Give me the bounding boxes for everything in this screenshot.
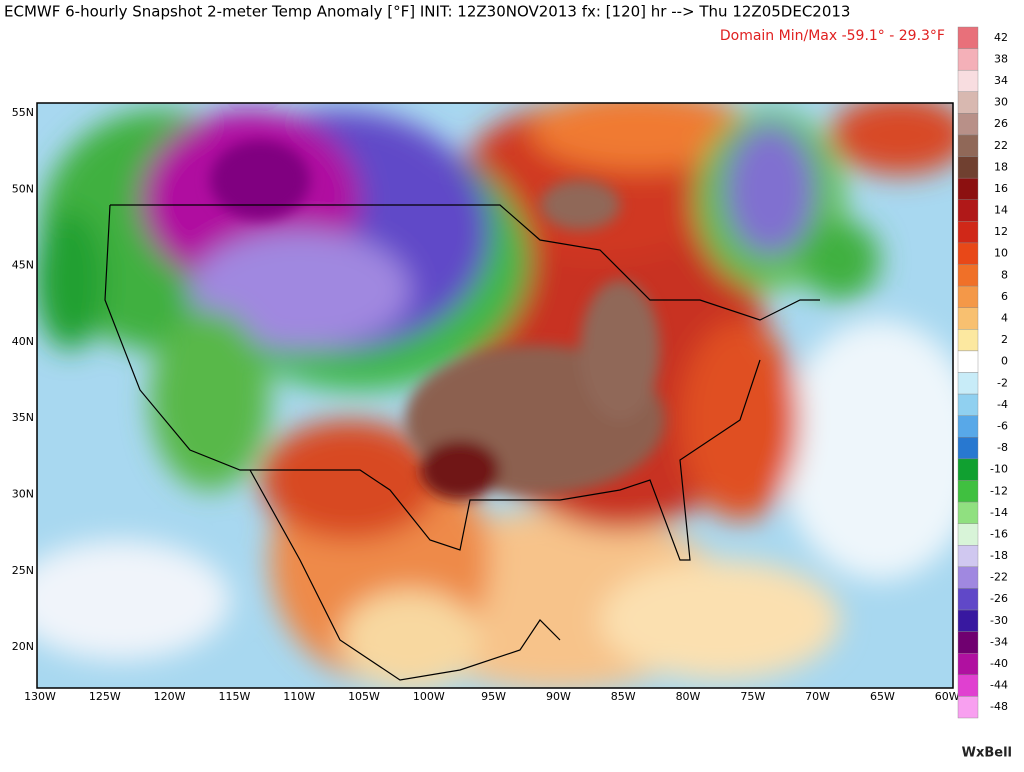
- colorbar-cell: [957, 631, 979, 654]
- colorbar-cell: [957, 415, 979, 438]
- lat-label: 30N: [12, 488, 34, 501]
- lon-label: 80W: [676, 690, 701, 703]
- lat-labels: 55N 50N 45N 40N 35N 30N 25N 20N: [12, 106, 34, 653]
- title: ECMWF 6-hourly Snapshot 2-meter Temp Ano…: [4, 3, 850, 21]
- lon-label: 125W: [89, 690, 121, 703]
- colorbar-cell: [957, 91, 979, 114]
- lon-label: 65W: [870, 690, 895, 703]
- colorbar-cell: [957, 609, 979, 632]
- colorbar-cell: [957, 329, 979, 352]
- colorbar-label: 6: [1001, 290, 1008, 303]
- colorbar-label: 14: [994, 204, 1008, 217]
- colorbar-label: 26: [994, 117, 1008, 130]
- colorbar-label: -16: [990, 527, 1008, 540]
- map-field: [37, 103, 953, 688]
- colorbar-cell: [957, 458, 979, 481]
- colorbar-label: 4: [1001, 312, 1008, 325]
- lon-label: 90W: [546, 690, 571, 703]
- lon-label: 70W: [805, 690, 830, 703]
- colorbar-label: 42: [994, 31, 1008, 44]
- colorbar-cell: [957, 566, 979, 589]
- colorbar-label: -6: [997, 419, 1008, 432]
- colorbar-label: -40: [990, 657, 1008, 670]
- colorbar-label: 10: [994, 247, 1008, 260]
- lon-label: 130W: [24, 690, 56, 703]
- borders: [104, 204, 820, 681]
- lat-label: 35N: [12, 411, 34, 424]
- lon-label: 85W: [611, 690, 636, 703]
- subtitle: Domain Min/Max -59.1° - 29.3°F: [720, 28, 945, 44]
- lon-label: 110W: [283, 690, 315, 703]
- colorbar-label: -10: [990, 463, 1008, 476]
- colorbar-label: -12: [990, 484, 1008, 497]
- colorbar-cell: [957, 177, 979, 200]
- colorbar-label: 38: [994, 52, 1008, 65]
- lon-label: 95W: [481, 690, 506, 703]
- lat-label: 50N: [12, 182, 34, 195]
- colorbar-cell: [957, 523, 979, 546]
- lon-label: 75W: [740, 690, 765, 703]
- colorbar-label: 0: [1001, 355, 1008, 368]
- colorbar-cell: [957, 264, 979, 287]
- colorbar-label: 2: [1001, 333, 1008, 346]
- colorbar-label: 30: [994, 96, 1008, 109]
- lon-label: 105W: [348, 690, 380, 703]
- colorbar-cell: [957, 307, 979, 330]
- colorbar-label: -34: [990, 635, 1008, 648]
- colorbar-cell: [957, 48, 979, 71]
- colorbar-label: -18: [990, 549, 1008, 562]
- colorbar-cell: [957, 26, 979, 49]
- lat-label: 45N: [12, 259, 34, 272]
- colorbar-cell: [957, 653, 979, 676]
- colorbar-label: 18: [994, 160, 1008, 173]
- colorbar-cell: [957, 545, 979, 568]
- colorbar-label: -4: [997, 398, 1008, 411]
- colorbar-cell: [957, 69, 979, 92]
- lon-label: 60W: [935, 690, 960, 703]
- colorbar-cell: [957, 480, 979, 503]
- lat-label: 40N: [12, 335, 34, 348]
- colorbar-cell: [957, 221, 979, 244]
- colorbar-cell: [957, 350, 979, 373]
- colorbar-label: -26: [990, 592, 1008, 605]
- colorbar-cell: [957, 113, 979, 136]
- colorbar-label: 22: [994, 139, 1008, 152]
- lat-label: 20N: [12, 640, 34, 653]
- lon-labels: 130W 125W 120W 115W 110W 105W 100W 95W 90W 85W 80W…: [24, 690, 960, 703]
- colorbar-cell: [957, 372, 979, 395]
- lon-label: 120W: [154, 690, 186, 703]
- colorbar-label: -8: [997, 441, 1008, 454]
- colorbar-label: 8: [1001, 268, 1008, 281]
- colorbar-cell: [957, 588, 979, 611]
- colorbar-cell: [957, 242, 979, 265]
- colorbar-label: -44: [990, 679, 1008, 692]
- colorbar-label: -14: [990, 506, 1008, 519]
- colorbar-cell: [957, 393, 979, 416]
- colorbar-label: 16: [994, 182, 1008, 195]
- colorbar: 423834302622181614121086420-2-4-6-8-10-1…: [957, 26, 1008, 719]
- colorbar-cell: [957, 696, 979, 719]
- lon-label: 115W: [218, 690, 250, 703]
- colorbar-cell: [957, 501, 979, 524]
- colorbar-cell: [957, 437, 979, 460]
- colorbar-label: -22: [990, 571, 1008, 584]
- map-frame: [36, 102, 954, 689]
- colorbar-label: -30: [990, 614, 1008, 627]
- colorbar-label: 34: [994, 74, 1008, 87]
- colorbar-cell: [957, 156, 979, 179]
- colorbar-cell: [957, 674, 979, 697]
- lat-label: 55N: [12, 106, 34, 119]
- colorbar-cell: [957, 199, 979, 222]
- colorbar-label: -2: [997, 376, 1008, 389]
- lon-label: 100W: [413, 690, 445, 703]
- lat-label: 25N: [12, 564, 34, 577]
- colorbar-cell: [957, 285, 979, 308]
- logo: WxBell: [962, 746, 1012, 761]
- colorbar-label: -48: [990, 700, 1008, 713]
- colorbar-label: 12: [994, 225, 1008, 238]
- colorbar-cell: [957, 134, 979, 157]
